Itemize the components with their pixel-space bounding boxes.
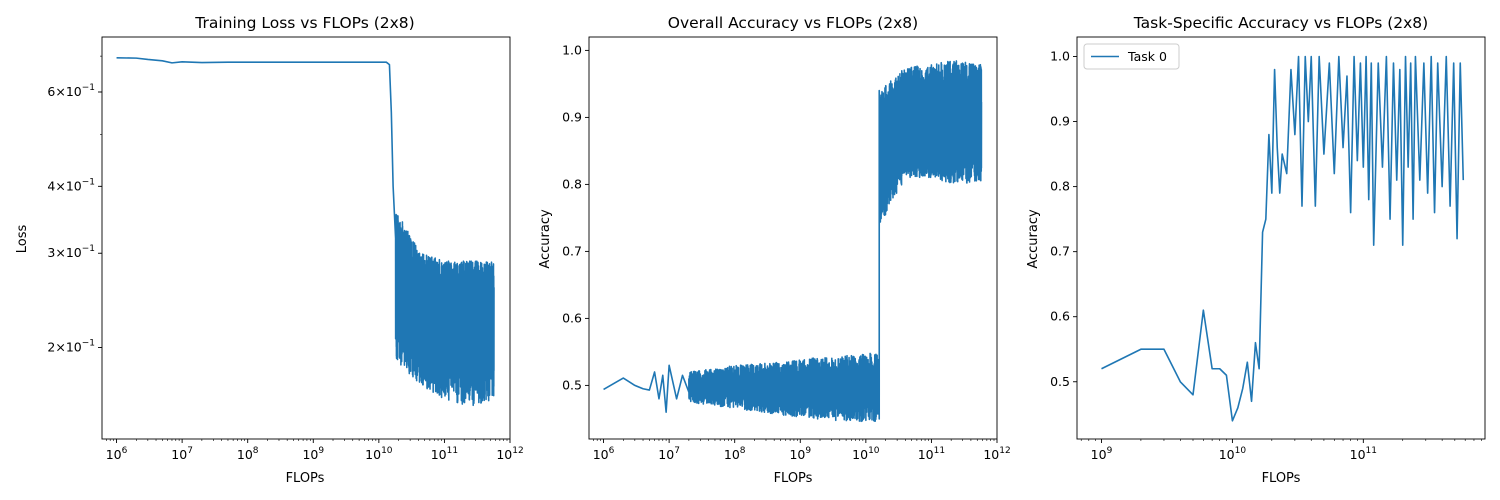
y-tick-label: 1.0: [1050, 49, 1070, 64]
x-tick-label: 108: [237, 446, 259, 462]
y-tick-label: 0.6: [1050, 309, 1070, 324]
x-tick-label: 107: [171, 446, 193, 462]
x-tick-label: 109: [789, 446, 811, 462]
x-tick-label: 1010: [852, 446, 880, 462]
chart-title: Overall Accuracy vs FLOPs (2x8): [668, 14, 918, 32]
y-axis-label: Accuracy: [538, 209, 553, 269]
y-tick-label: 0.7: [562, 243, 582, 258]
x-axis-label: FLOPs: [286, 471, 325, 486]
y-axis-label: Accuracy: [1026, 209, 1041, 269]
series-line: [1101, 55, 1465, 422]
axes-frame: [1076, 36, 1486, 440]
y-tick-label: 3×10−1: [47, 244, 95, 260]
y-tick-label: 2×10−1: [47, 339, 95, 355]
y-tick-label: 0.9: [562, 109, 582, 124]
legend-label: Task 0: [1127, 49, 1167, 64]
x-tick-label: 1012: [496, 446, 523, 462]
chart-title: Training Loss vs FLOPs (2x8): [194, 14, 414, 32]
axes-frame: [101, 36, 511, 440]
x-tick-label: 1010: [1219, 446, 1247, 462]
y-tick-label: 0.8: [562, 176, 582, 191]
y-tick-label: 0.5: [562, 377, 582, 392]
x-axis-label: FLOPs: [774, 471, 813, 486]
y-tick-label: 0.5: [1050, 374, 1070, 389]
panel-training-loss: Training Loss vs FLOPs (2x8) FLOPs Loss …: [15, 14, 524, 486]
y-tick-label: 4×10−1: [47, 177, 95, 193]
series-line: [603, 60, 983, 423]
y-axis-label: Loss: [15, 225, 30, 254]
x-tick-label: 107: [658, 446, 680, 462]
x-tick-label: 1012: [983, 446, 1010, 462]
y-tick-label: 0.7: [1050, 244, 1070, 259]
panel-overall-accuracy: Overall Accuracy vs FLOPs (2x8) FLOPs Ac…: [538, 14, 1011, 486]
x-axis-label: FLOPs: [1262, 471, 1301, 486]
x-tick-label: 1010: [365, 446, 393, 462]
legend: Task 0: [1083, 43, 1180, 70]
y-tick-label: 1.0: [562, 42, 582, 57]
x-tick-label: 106: [106, 446, 128, 462]
y-tick-label: 0.8: [1050, 179, 1070, 194]
y-tick-label: 0.9: [1050, 114, 1070, 129]
legend-box: [1083, 43, 1180, 70]
x-tick-label: 1011: [1350, 446, 1377, 462]
y-tick-label: 0.6: [562, 310, 582, 325]
axes-frame: [588, 36, 998, 440]
x-tick-label: 108: [724, 446, 746, 462]
x-tick-label: 1011: [431, 446, 458, 462]
x-tick-label: 109: [1091, 446, 1113, 462]
panel-task-specific-accuracy: Task-Specific Accuracy vs FLOPs (2x8) FL…: [1026, 14, 1486, 486]
y-tick-label: 6×10−1: [47, 83, 95, 99]
series-line: [116, 57, 495, 407]
chart-title: Task-Specific Accuracy vs FLOPs (2x8): [1133, 14, 1428, 32]
x-tick-label: 109: [302, 446, 324, 462]
x-tick-label: 1011: [918, 446, 945, 462]
x-tick-label: 106: [593, 446, 615, 462]
